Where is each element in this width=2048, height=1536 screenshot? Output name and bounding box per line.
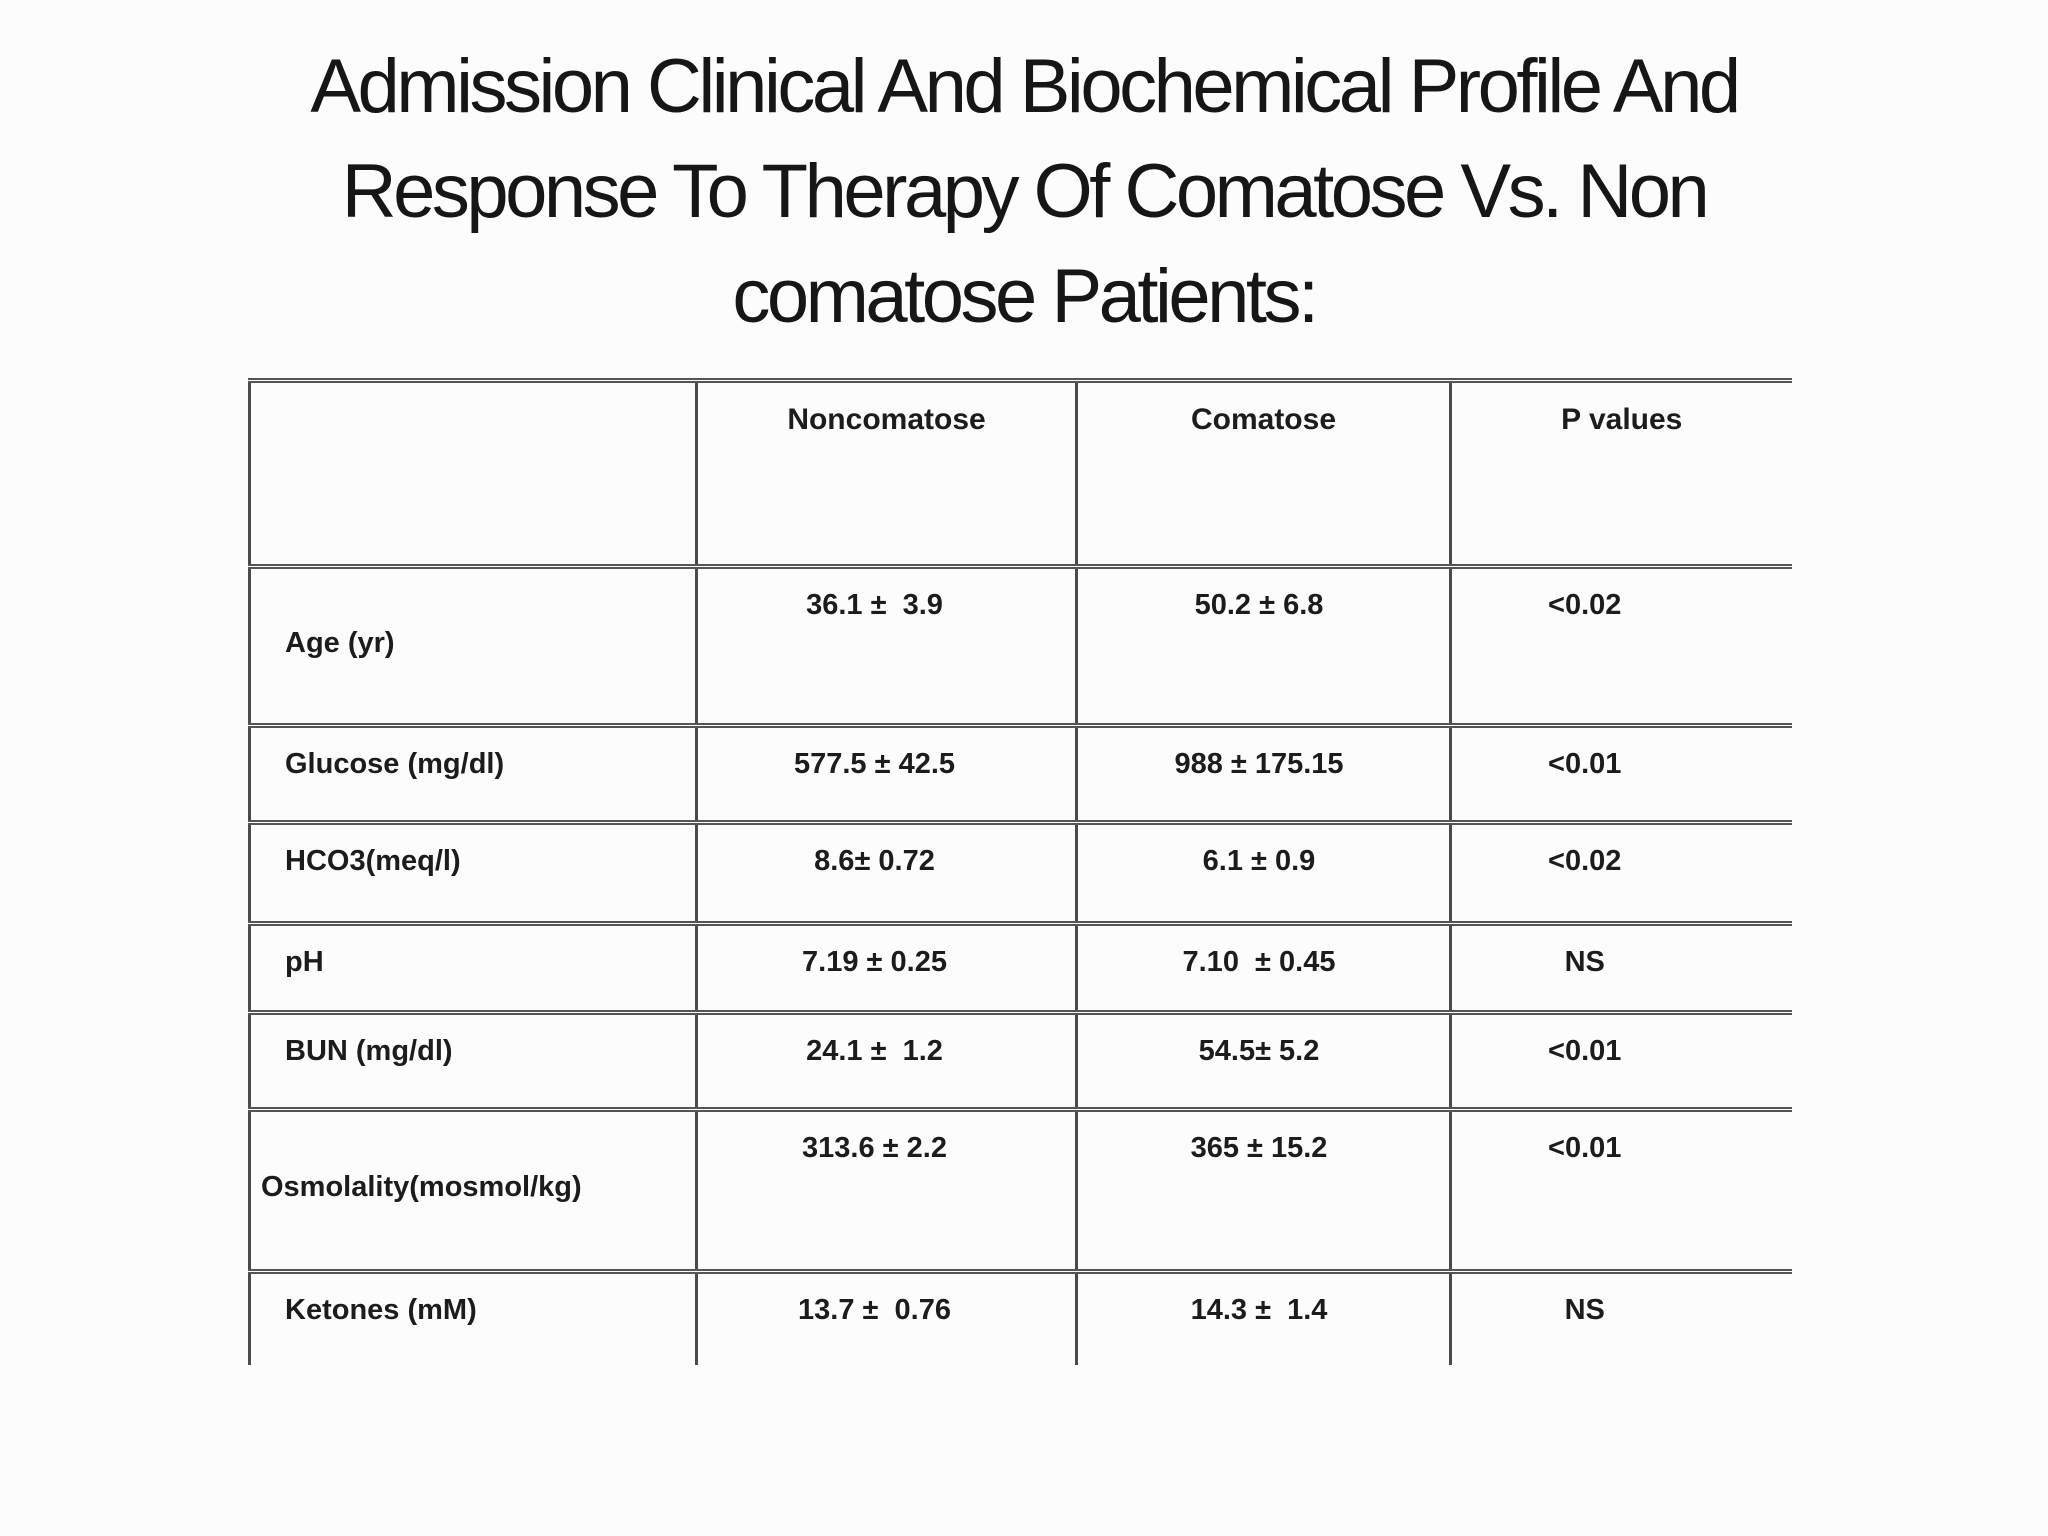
table-row-bun: BUN (mg/dl) 24.1 ± 1.2 54.5± 5.2 <0.01	[248, 1010, 1792, 1110]
age-noncomatose-value: 36.1 ± 3.9	[695, 564, 1077, 726]
row-label-ph: pH	[248, 921, 697, 1013]
row-label-bun: BUN (mg/dl)	[248, 1010, 697, 1110]
bun-comatose-value: 54.5± 5.2	[1075, 1010, 1451, 1110]
row-label-hco3: HCO3(meq/l)	[248, 820, 697, 924]
row-label-glucose: Glucose (mg/dl)	[248, 723, 697, 823]
glucose-noncomatose-value: 577.5 ± 42.5	[695, 723, 1077, 823]
osmolality-noncomatose-value: 313.6 ± 2.2	[695, 1107, 1077, 1272]
table-header-row: Noncomatose Comatose P values	[248, 378, 1792, 567]
glucose-comatose-value: 988 ± 175.15	[1075, 723, 1451, 823]
table-row-osmolality: Osmolality(mosmol/kg) 313.6 ± 2.2 365 ± …	[248, 1107, 1792, 1272]
ph-comatose-value: 7.10 ± 0.45	[1075, 921, 1451, 1013]
row-label-age: Age (yr)	[248, 564, 697, 726]
table-row-hco3: HCO3(meq/l) 8.6± 0.72 6.1 ± 0.9 <0.02	[248, 820, 1792, 924]
age-p-value: <0.02	[1449, 564, 1792, 726]
slide-title: Admission Clinical And Biochemical Profi…	[0, 34, 2048, 349]
slide-title-line-1: Admission Clinical And Biochemical Profi…	[310, 44, 1741, 129]
column-header-comatose: Comatose	[1075, 378, 1451, 567]
glucose-p-value: <0.01	[1449, 723, 1792, 823]
ketones-p-value: NS	[1449, 1269, 1792, 1365]
clinical-profile-table-wrapper: Noncomatose Comatose P values Age (yr) 3…	[248, 378, 1792, 1365]
bun-noncomatose-value: 24.1 ± 1.2	[695, 1010, 1077, 1110]
row-label-osmolality: Osmolality(mosmol/kg)	[248, 1107, 697, 1272]
hco3-comatose-value: 6.1 ± 0.9	[1075, 820, 1451, 924]
osmolality-p-value: <0.01	[1449, 1107, 1792, 1272]
ketones-comatose-value: 14.3 ± 1.4	[1075, 1269, 1451, 1365]
ph-p-value: NS	[1449, 921, 1792, 1013]
slide-title-line-3: comatose Patients:	[732, 254, 1319, 339]
table-row-ketones: Ketones (mM) 13.7 ± 0.76 14.3 ± 1.4 NS	[248, 1269, 1792, 1365]
column-header-empty	[248, 378, 697, 567]
table-row-age: Age (yr) 36.1 ± 3.9 50.2 ± 6.8 <0.02	[248, 564, 1792, 726]
table-row-glucose: Glucose (mg/dl) 577.5 ± 42.5 988 ± 175.1…	[248, 723, 1792, 823]
ketones-noncomatose-value: 13.7 ± 0.76	[695, 1269, 1077, 1365]
osmolality-comatose-value: 365 ± 15.2	[1075, 1107, 1451, 1272]
hco3-p-value: <0.02	[1449, 820, 1792, 924]
slide-title-line-2: Response To Therapy Of Comatose Vs. Non	[341, 149, 1710, 234]
row-label-ketones: Ketones (mM)	[248, 1269, 697, 1365]
clinical-profile-table: Noncomatose Comatose P values Age (yr) 3…	[248, 378, 1792, 1365]
age-comatose-value: 50.2 ± 6.8	[1075, 564, 1451, 726]
table-row-ph: pH 7.19 ± 0.25 7.10 ± 0.45 NS	[248, 921, 1792, 1013]
ph-noncomatose-value: 7.19 ± 0.25	[695, 921, 1077, 1013]
column-header-p-values: P values	[1449, 378, 1792, 567]
hco3-noncomatose-value: 8.6± 0.72	[695, 820, 1077, 924]
bun-p-value: <0.01	[1449, 1010, 1792, 1110]
column-header-noncomatose: Noncomatose	[695, 378, 1077, 567]
